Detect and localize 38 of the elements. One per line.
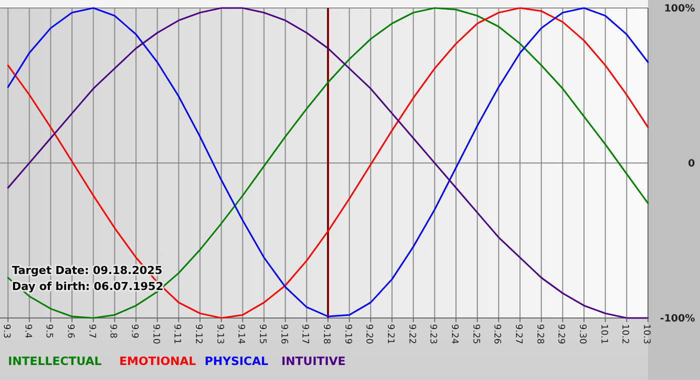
x-tick-label: 9.21: [385, 324, 395, 344]
x-tick-label: 9.17: [300, 324, 310, 344]
x-tick-label: 9.7: [86, 324, 96, 338]
x-tick-label: 9.22: [406, 324, 416, 344]
x-tick-label: 9.8: [108, 324, 118, 339]
x-tick-label: 9.19: [342, 324, 352, 344]
x-tick-label: 9.9: [129, 324, 139, 339]
x-tick-label: 9.5: [44, 324, 54, 338]
x-tick-label: 9.14: [236, 324, 246, 344]
x-tick-label: 9.11: [172, 324, 182, 344]
x-tick-label: 9.15: [257, 324, 267, 344]
x-tick-label: 10.2: [620, 324, 630, 344]
text: INTUITIVE: [281, 354, 346, 368]
x-tick-label: 9.20: [364, 324, 374, 344]
x-tick-label: 9.3: [1, 324, 11, 338]
text: EMOTIONAL: [119, 354, 197, 368]
x-tick-label: 9.29: [556, 324, 566, 344]
y-tick-label: -100%: [660, 314, 695, 324]
x-tick-label: 9.28: [534, 324, 544, 344]
x-tick-label: 9.30: [577, 324, 587, 344]
x-tick-label: 10.1: [598, 324, 608, 344]
x-tick-label: 9.26: [492, 324, 502, 344]
x-tick-label: 9.13: [214, 324, 224, 344]
text: PHYSICAL: [204, 354, 269, 368]
x-tick-label: 9.4: [22, 324, 32, 339]
x-tick-label: 9.24: [449, 324, 459, 344]
y-tick-label: 0: [688, 158, 696, 170]
y-tick-label: 100%: [664, 4, 695, 14]
x-tick-label: 9.25: [470, 324, 480, 344]
x-tick-label: 9.18: [321, 324, 331, 344]
x-tick-label: 9.16: [278, 324, 288, 344]
x-tick-label: 9.6: [65, 324, 75, 339]
x-tick-label: 10.3: [641, 324, 651, 344]
x-tick-label: 9.23: [428, 324, 438, 344]
x-tick-label: 9.10: [150, 324, 160, 344]
text: INTELLECTUAL: [8, 354, 102, 368]
x-tick-label: 9.27: [513, 324, 523, 344]
x-tick-label: 9.12: [193, 324, 203, 344]
